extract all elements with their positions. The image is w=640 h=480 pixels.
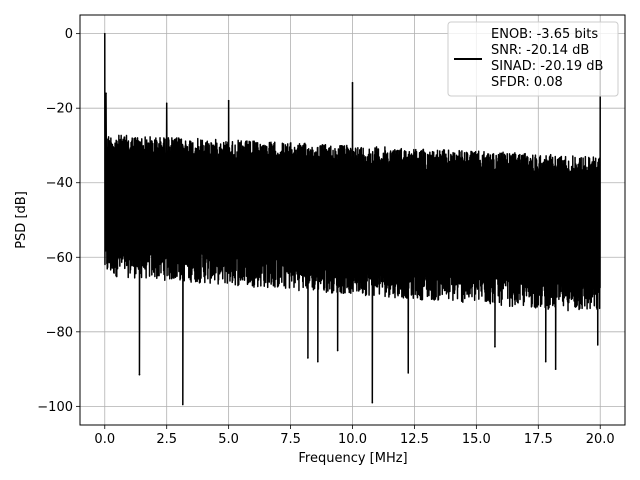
dip-point [138,373,141,376]
dip-point [494,345,496,348]
dip-point [317,360,319,363]
dip-point [554,368,557,370]
legend-entry: ENOB: -3.65 bits SNR: -20.14 dB SINAD: -20… [491,27,603,90]
x-tick-label: 17.5 [524,432,553,447]
dip-point [544,360,547,363]
peak-point [105,92,107,95]
legend: ENOB: -3.65 bits SNR: -20.14 dB SINAD: -20… [447,21,619,97]
x-tick-label: 0.0 [94,432,115,447]
y-tick-label: −100 [37,400,73,415]
dip-point [182,403,184,406]
x-tick-label: 2.5 [156,432,177,447]
x-tick-label: 15.0 [462,432,491,447]
dip-point [307,357,309,359]
dip-point [407,372,410,374]
dip-point [596,344,599,346]
axis-ticks: 0.0 2.5 5.0 7.5 10.0 12.5 15.0 17.5 20.0 0 −20 −40 −… [37,27,614,447]
dip-point [371,401,374,404]
x-tick-label: 5.0 [218,432,239,447]
peak-point [227,99,230,102]
x-axis-label: Frequency [MHz] [298,451,407,466]
y-tick-label: −40 [46,176,73,191]
x-tick-label: 10.0 [338,432,367,447]
x-tick-label: 12.5 [400,432,429,447]
y-axis-label: PSD [dB] [14,191,29,249]
y-tick-label: 0 [65,27,73,42]
legend-box [447,21,619,97]
dip-point [336,349,339,352]
y-tick-label: −60 [46,251,73,266]
y-tick-label: −80 [46,325,73,340]
y-tick-label: −20 [46,102,73,117]
x-tick-label: 7.5 [280,432,301,447]
peak-point [351,82,354,84]
plot-frame [79,14,626,426]
x-tick-label: 20.0 [586,432,615,447]
peak-point [165,102,168,105]
peak-point [103,32,106,35]
